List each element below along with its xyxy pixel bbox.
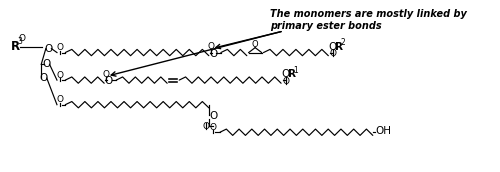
- Text: O: O: [18, 34, 26, 43]
- Text: O: O: [282, 69, 290, 79]
- Text: O: O: [207, 42, 214, 51]
- Text: ,: ,: [335, 40, 338, 50]
- Text: O: O: [104, 76, 113, 86]
- Text: O: O: [282, 77, 289, 86]
- Text: O: O: [210, 49, 218, 58]
- Text: primary ester bonds: primary ester bonds: [270, 21, 382, 31]
- Text: O: O: [329, 42, 337, 52]
- Text: O: O: [202, 122, 209, 131]
- Text: O: O: [209, 123, 216, 132]
- Text: O: O: [42, 59, 51, 69]
- Text: O: O: [210, 111, 218, 121]
- Text: O: O: [56, 43, 63, 52]
- Text: R: R: [336, 42, 344, 52]
- Text: O: O: [40, 73, 48, 83]
- Text: O: O: [252, 40, 258, 49]
- Text: OH: OH: [376, 126, 392, 136]
- Text: ,: ,: [288, 67, 291, 77]
- Text: R: R: [10, 40, 20, 53]
- Text: O: O: [56, 71, 63, 80]
- Text: O: O: [102, 70, 110, 79]
- Text: 2: 2: [341, 38, 345, 47]
- Text: 3: 3: [17, 37, 22, 46]
- Text: O: O: [56, 95, 63, 104]
- Text: The monomers are mostly linked by: The monomers are mostly linked by: [270, 9, 467, 19]
- Text: O: O: [330, 49, 336, 58]
- Text: R: R: [288, 69, 296, 79]
- Text: 1: 1: [294, 66, 298, 75]
- Text: O: O: [44, 44, 52, 54]
